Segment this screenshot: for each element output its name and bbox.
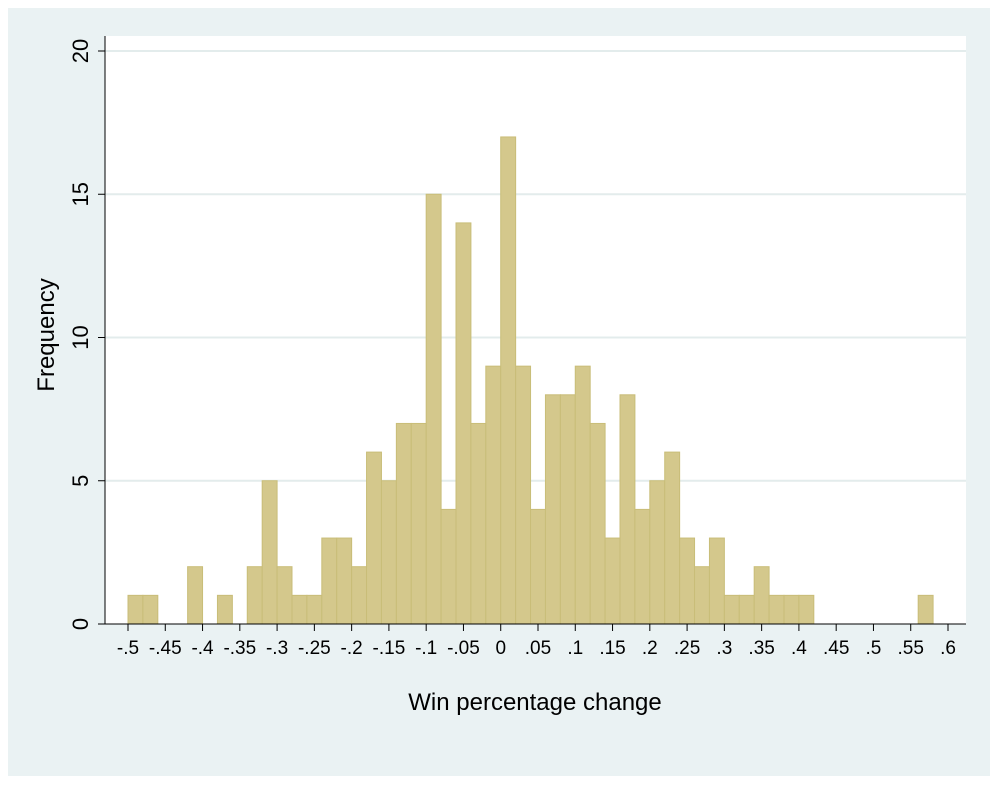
- x-tick-label: -.3: [266, 638, 288, 659]
- x-tick-label: -.5: [117, 638, 139, 659]
- histogram-bar: [216, 594, 233, 625]
- x-tick-label: .6: [940, 638, 956, 659]
- histogram-bar: [500, 136, 517, 625]
- histogram-bar: [619, 394, 636, 625]
- histogram-bar: [485, 365, 502, 625]
- histogram-bar: [768, 594, 785, 625]
- x-tick-label: .45: [823, 638, 849, 659]
- bars: [127, 136, 934, 625]
- x-tick-label: -.25: [298, 638, 331, 659]
- x-tick-label: .2: [642, 638, 658, 659]
- histogram-bar: [187, 566, 204, 625]
- histogram-bar: [664, 451, 681, 625]
- histogram-bar: [455, 222, 472, 625]
- histogram-bar: [634, 508, 651, 625]
- histogram-bar: [694, 566, 710, 625]
- gridlines: [105, 50, 966, 482]
- histogram-bar: [679, 537, 696, 625]
- x-tick-label: 0: [495, 638, 506, 659]
- histogram-bar: [753, 566, 770, 625]
- histogram-bar: [410, 422, 427, 625]
- histogram-bar: [544, 394, 561, 625]
- histogram-bar: [276, 566, 293, 625]
- x-axis-title: Win percentage change: [408, 689, 662, 716]
- y-tick-label: 20: [68, 39, 93, 63]
- histogram-bar: [395, 422, 412, 625]
- y-tick-label: 0: [68, 618, 93, 630]
- histogram-bar: [559, 394, 576, 625]
- histogram-bar: [723, 594, 740, 625]
- histogram-bar: [127, 594, 144, 625]
- x-tick-label: .15: [599, 638, 625, 659]
- y-axis-title: Frequency: [33, 278, 60, 391]
- x-tick-label: -.1: [415, 638, 437, 659]
- histogram-bar: [574, 365, 591, 625]
- histogram-bar: [291, 594, 308, 625]
- histogram-bar: [798, 594, 815, 625]
- x-tick-label: -.45: [149, 638, 182, 659]
- x-tick-label: .25: [674, 638, 700, 659]
- histogram-bar: [366, 451, 382, 625]
- histogram-bar: [604, 537, 621, 625]
- histogram-bar: [440, 508, 457, 625]
- histogram-bar: [917, 594, 934, 625]
- histogram-bar: [515, 365, 532, 625]
- histogram-bar: [306, 594, 323, 625]
- x-tick-label: .5: [866, 638, 882, 659]
- x-tick-label: -.2: [341, 638, 363, 659]
- y-tick-label: 10: [68, 325, 93, 349]
- histogram-bar: [649, 480, 666, 625]
- x-tick-label: -.4: [191, 638, 214, 659]
- histogram-bar: [589, 422, 606, 625]
- histogram-bar: [530, 508, 546, 625]
- histogram-bar: [425, 193, 442, 625]
- histogram-chart: 0 5 10 15 20 -.5 -.45 -.4 -.35 -.3 -.25 -.2 -.15 -.1-…: [33, 36, 966, 716]
- histogram-bar: [738, 594, 755, 625]
- histogram-bar: [321, 537, 338, 625]
- x-tick-label: .55: [898, 638, 924, 659]
- axes: 0 5 10 15 20 -.5 -.45 -.4 -.35 -.3 -.25 -.2 -.15 -.1-…: [68, 36, 966, 659]
- x-tick-label: .05: [525, 638, 551, 659]
- y-tick-label: 15: [68, 182, 93, 206]
- y-tick-label: 5: [68, 475, 93, 487]
- histogram-bar: [336, 537, 353, 625]
- histogram-bar: [351, 566, 368, 625]
- x-tick-label: -.15: [373, 638, 406, 659]
- histogram-bar: [142, 594, 159, 625]
- x-tick-label: -.05: [447, 638, 480, 659]
- histogram-bar: [783, 594, 800, 625]
- chart-frame: 0 5 10 15 20 -.5 -.45 -.4 -.35 -.3 -.25 -.2 -.15 -.1-…: [8, 8, 990, 776]
- x-tick-label: .4: [791, 638, 807, 659]
- x-tick-label: .1: [567, 638, 583, 659]
- x-tick-label: -.35: [223, 638, 256, 659]
- x-tick-label: .35: [748, 638, 774, 659]
- histogram-bar: [261, 480, 278, 625]
- x-tick-label: .3: [716, 638, 732, 659]
- histogram-bar: [470, 422, 487, 625]
- histogram-bar: [246, 566, 263, 625]
- histogram-bar: [708, 537, 725, 625]
- histogram-bar: [380, 480, 397, 625]
